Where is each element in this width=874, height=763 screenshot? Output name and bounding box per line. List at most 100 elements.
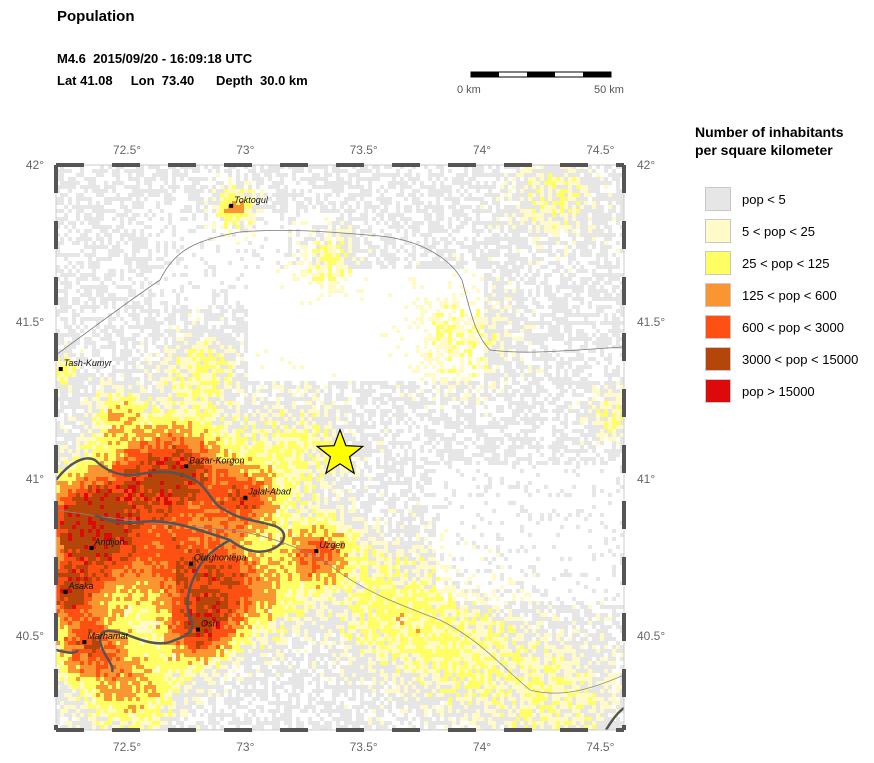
population-cell bbox=[116, 181, 120, 185]
population-cell bbox=[204, 357, 208, 361]
population-cell bbox=[584, 345, 588, 349]
population-cell bbox=[104, 185, 108, 189]
population-cell bbox=[480, 393, 484, 397]
population-cell bbox=[596, 257, 600, 261]
population-cell bbox=[176, 185, 180, 189]
population-cell bbox=[608, 209, 612, 213]
population-cell bbox=[444, 393, 448, 397]
population-cell bbox=[176, 357, 180, 361]
population-cell bbox=[100, 241, 104, 245]
population-cell bbox=[408, 405, 412, 409]
population-cell bbox=[156, 193, 160, 197]
population-cell bbox=[184, 265, 188, 269]
population-cell bbox=[604, 401, 608, 405]
population-cell bbox=[404, 185, 408, 189]
population-cell bbox=[80, 349, 84, 353]
population-cell bbox=[84, 285, 88, 289]
population-cell bbox=[288, 237, 292, 241]
population-cell bbox=[328, 249, 332, 253]
population-cell bbox=[100, 229, 104, 233]
population-cell bbox=[532, 357, 536, 361]
population-cell bbox=[560, 241, 564, 245]
population-cell bbox=[468, 217, 472, 221]
population-cell bbox=[580, 233, 584, 237]
population-cell bbox=[328, 409, 332, 413]
population-cell bbox=[220, 365, 224, 369]
population-cell bbox=[148, 217, 152, 221]
population-cell bbox=[120, 269, 124, 273]
population-cell bbox=[324, 193, 328, 197]
population-cell bbox=[332, 221, 336, 225]
population-cell bbox=[128, 261, 132, 265]
population-cell bbox=[184, 365, 188, 369]
population-cell bbox=[580, 321, 584, 325]
population-cell bbox=[584, 377, 588, 381]
population-cell bbox=[220, 405, 224, 409]
population-cell bbox=[380, 249, 384, 253]
population-cell bbox=[256, 181, 260, 185]
population-cell bbox=[576, 261, 580, 265]
population-cell bbox=[436, 165, 440, 169]
population-cell bbox=[496, 233, 500, 237]
population-cell bbox=[216, 357, 220, 361]
population-cell bbox=[460, 361, 464, 365]
population-cell bbox=[212, 405, 216, 409]
population-cell bbox=[452, 325, 456, 329]
population-cell bbox=[192, 285, 196, 289]
population-cell bbox=[232, 365, 236, 369]
population-cell bbox=[436, 337, 440, 341]
population-cell bbox=[428, 417, 432, 421]
population-cell bbox=[344, 277, 348, 281]
population-cell bbox=[468, 373, 472, 377]
population-cell bbox=[388, 393, 392, 397]
population-cell bbox=[132, 201, 136, 205]
population-cell bbox=[532, 325, 536, 329]
population-cell bbox=[376, 381, 380, 385]
population-cell bbox=[424, 213, 428, 217]
population-cell bbox=[452, 177, 456, 181]
population-cell bbox=[260, 405, 264, 409]
population-cell bbox=[188, 377, 192, 381]
population-cell bbox=[516, 289, 520, 293]
population-cell bbox=[528, 281, 532, 285]
population-cell bbox=[188, 361, 192, 365]
population-cell bbox=[440, 249, 444, 253]
population-cell bbox=[592, 213, 596, 217]
population-cell bbox=[196, 397, 200, 401]
population-cell bbox=[556, 189, 560, 193]
population-cell bbox=[140, 341, 144, 345]
population-cell bbox=[452, 201, 456, 205]
population-cell bbox=[500, 265, 504, 269]
population-cell bbox=[568, 341, 572, 345]
population-cell bbox=[244, 177, 248, 181]
population-cell bbox=[156, 249, 160, 253]
population-cell bbox=[284, 417, 288, 421]
population-cell bbox=[544, 233, 548, 237]
population-cell bbox=[88, 289, 92, 293]
population-cell bbox=[516, 285, 520, 289]
population-cell bbox=[324, 225, 328, 229]
population-cell bbox=[96, 333, 100, 337]
population-cell bbox=[188, 193, 192, 197]
population-cell bbox=[60, 269, 64, 273]
population-cell bbox=[528, 169, 532, 173]
population-cell bbox=[460, 333, 464, 337]
population-cell bbox=[408, 185, 412, 189]
population-cell bbox=[172, 341, 176, 345]
population-cell bbox=[76, 205, 80, 209]
population-cell bbox=[84, 177, 88, 181]
population-cell bbox=[56, 313, 60, 317]
population-cell bbox=[328, 245, 332, 249]
population-cell bbox=[100, 377, 104, 381]
population-cell bbox=[608, 321, 612, 325]
population-cell bbox=[616, 173, 620, 177]
population-cell bbox=[132, 313, 136, 317]
population-cell bbox=[492, 385, 496, 389]
population-cell bbox=[368, 249, 372, 253]
population-cell bbox=[56, 249, 60, 253]
population-cell bbox=[564, 269, 568, 273]
population-cell bbox=[112, 381, 116, 385]
population-cell bbox=[84, 237, 88, 241]
population-cell bbox=[188, 353, 192, 357]
population-cell bbox=[316, 193, 320, 197]
